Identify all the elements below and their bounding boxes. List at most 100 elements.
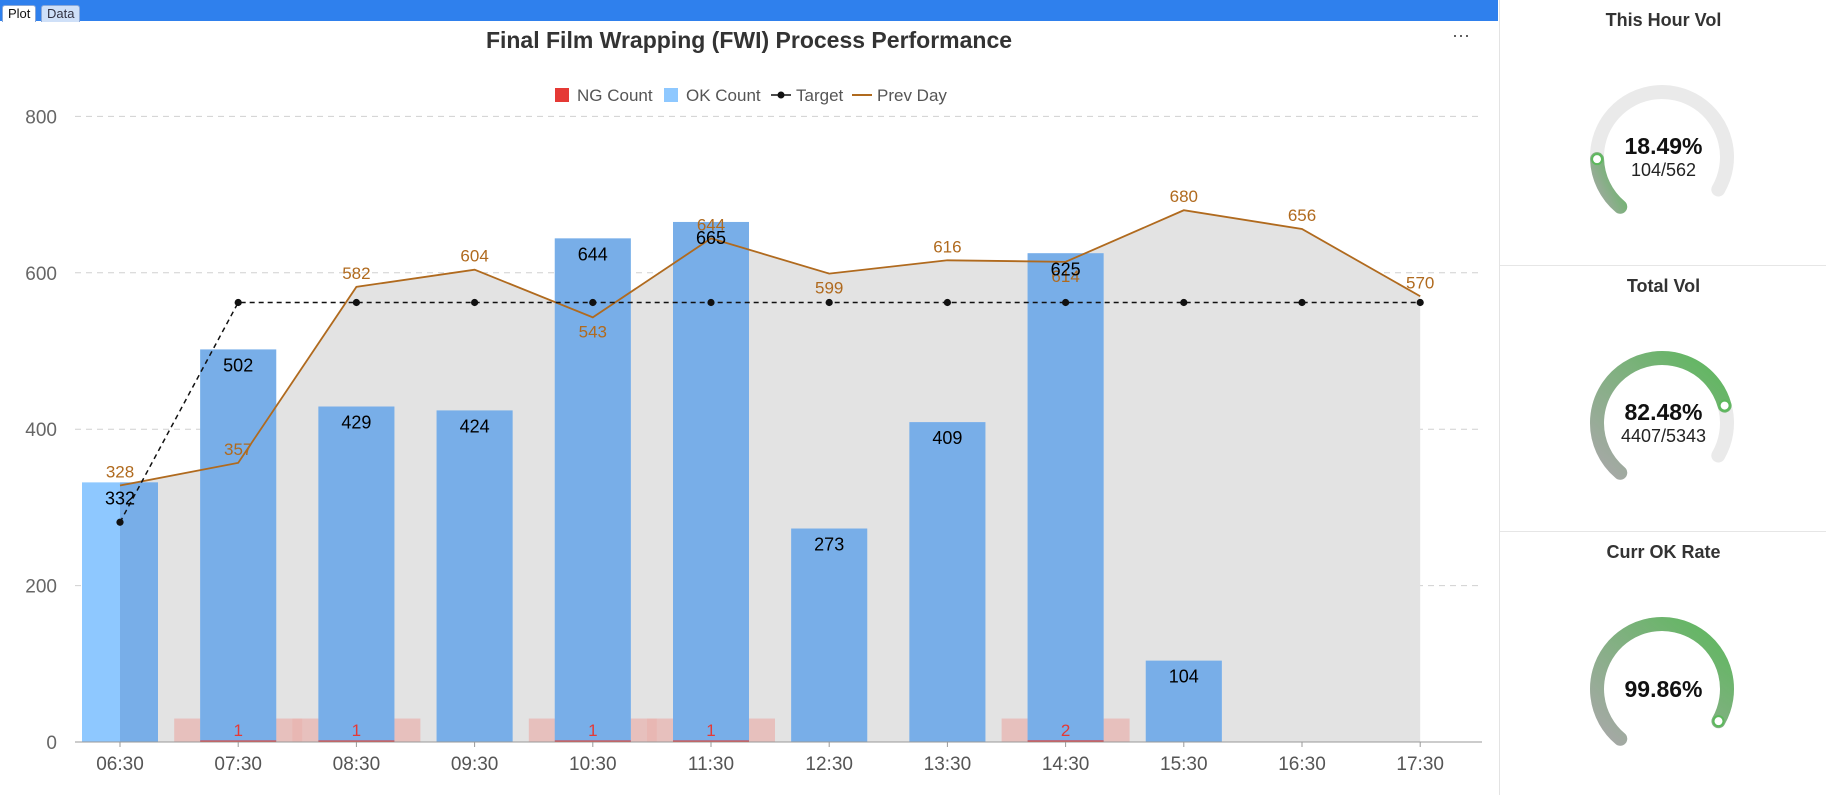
ok-bar-overlap [318,406,395,742]
ng-value-label: 1 [233,721,242,740]
ok-value-label: 502 [223,355,253,375]
x-tick-label: 10:30 [569,754,617,775]
gauge-fill [1590,351,1732,480]
x-tick-label: 11:30 [688,754,734,775]
prev-day-label: 599 [815,279,843,298]
target-point [707,298,715,307]
prev-day-area [120,210,1421,743]
prev-day-label: 644 [697,215,725,234]
target-point [589,298,597,307]
target-point [1180,298,1188,307]
ng-bar [554,740,631,742]
ng-value-label: 1 [352,721,361,740]
x-tick-label: 16:30 [1278,754,1326,775]
gauge-fill [1590,617,1734,746]
y-tick-label: 600 [25,264,57,285]
gauge-sidebar: This Hour Vol 18.49% 104/562 Total Vol 8… [1499,0,1826,795]
gauge-knob [1712,715,1725,728]
ng-bar [200,740,277,742]
ng-bar [318,740,395,742]
gauge-value: 99.86% [1624,676,1703,702]
gauge-panel-total: Total Vol 82.48% 4407/5343 [1500,266,1826,532]
ok-value-label: 625 [1051,259,1081,279]
ok-value-label: 409 [932,428,962,448]
target-point [1062,298,1070,307]
ng-value-label: 1 [706,721,715,740]
legend-marker [777,91,785,99]
legend-marker [555,88,569,102]
target-point [825,298,833,307]
gauge-ok-rate [1590,617,1734,746]
prev-day-label: 543 [579,322,607,341]
ok-value-label: 429 [341,413,371,433]
ng-bar [1027,740,1104,742]
ok-bar-overlap [120,482,158,742]
ellipsis-icon[interactable]: ⋯ [1452,26,1471,46]
x-tick-label: 07:30 [214,754,262,775]
prev-day-label: 357 [224,440,252,459]
prev-day-line [119,209,1421,487]
prev-day-label: 616 [933,237,961,256]
target-point [1298,298,1306,307]
target-point [116,518,124,526]
y-tick-label: 800 [25,107,57,128]
ok-bar-overlap [791,528,868,742]
legend-label: Prev Day [877,86,947,105]
y-tick-label: 200 [25,577,57,598]
gauge-title: Total Vol [1626,276,1701,296]
gauge-panel-ok-rate: Curr OK Rate 99.86% [1500,532,1826,797]
gauge-title: This Hour Vol [1605,10,1722,30]
tab-data[interactable]: Data [41,5,81,22]
prev-day-label: 656 [1288,206,1316,225]
gauge-panel-this-hour: This Hour Vol 18.49% 104/562 [1500,0,1826,266]
gauge-title: Curr OK Rate [1606,542,1721,562]
ng-value-label: 2 [1061,721,1070,740]
x-tick-label: 15:30 [1160,754,1208,775]
target-point [352,298,360,307]
gauge-knob [1591,153,1604,166]
x-tick-label: 13:30 [924,754,972,775]
legend-label: OK Count [686,86,761,105]
x-tick-label: 06:30 [96,754,144,775]
ok-bar-overlap [909,422,986,742]
ng-value-label: 1 [588,721,597,740]
ok-bar-overlap [200,349,277,742]
chart-svg: Final Film Wrapping (FWI) Process Perfor… [25,27,1482,775]
x-tick-label: 12:30 [805,754,853,775]
gauge-total [1590,351,1734,480]
prev-day-label: 582 [342,264,370,283]
gauge-ratio: 4407/5343 [1620,426,1707,446]
prev-day-label: 328 [106,463,134,482]
gauge-knob [1718,399,1731,412]
ok-bar-overlap [1027,253,1104,742]
target-point [234,298,242,307]
prev-day-label: 680 [1170,187,1198,206]
tab-plot[interactable]: Plot [2,5,37,22]
prev-day-label: 614 [1051,267,1079,286]
y-tick-label: 400 [25,420,57,441]
ok-bar-overlap [1145,660,1222,742]
target-point [471,298,479,307]
ok-value-label: 273 [814,535,844,555]
gauge-ratio: 104/562 [1630,160,1697,180]
ok-value-label: 424 [460,416,490,436]
gauge-value: 18.49% [1624,133,1703,159]
ok-value-label: 332 [105,488,135,508]
gauge-value: 82.48% [1624,399,1703,425]
ng-bar [673,740,749,742]
x-tick-label: 17:30 [1396,754,1444,775]
chart-area: Final Film Wrapping (FWI) Process Perfor… [0,21,1498,795]
chart-title: Final Film Wrapping (FWI) Process Perfor… [486,27,1012,53]
gauge-this-hour [1590,85,1734,214]
target-point [943,298,952,307]
target-point [1416,298,1424,307]
x-tick-label: 08:30 [333,754,381,775]
legend-marker [664,88,678,102]
ok-bar-overlap [554,238,631,742]
prev-day-label: 604 [460,247,488,266]
prev-day-label: 570 [1406,273,1434,292]
ok-bar-overlap [436,410,513,742]
legend-label: NG Count [577,86,653,105]
ok-value-label: 665 [696,228,726,248]
x-tick-label: 09:30 [451,754,499,775]
